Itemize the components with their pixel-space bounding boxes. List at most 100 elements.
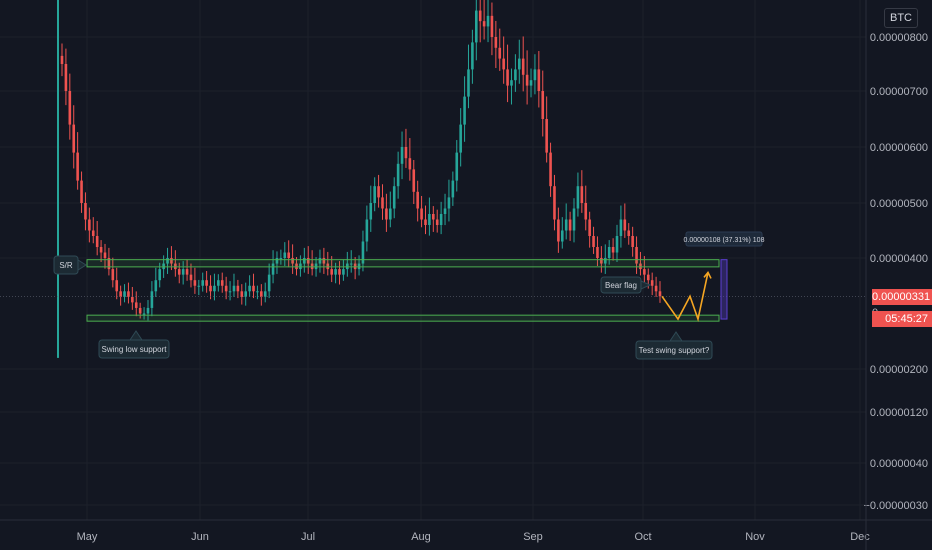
candle	[611, 247, 615, 253]
sr-zone	[86, 259, 720, 268]
candle	[326, 263, 330, 270]
candle	[646, 274, 650, 281]
candle	[267, 274, 271, 292]
candle	[424, 219, 427, 225]
candle	[275, 258, 279, 264]
candle	[541, 91, 545, 119]
candle	[256, 291, 259, 293]
candle	[478, 10, 482, 22]
candle	[111, 269, 115, 281]
candle	[334, 269, 337, 275]
candle	[439, 214, 443, 225]
candle	[248, 285, 251, 292]
candle	[428, 214, 431, 225]
candle	[584, 203, 588, 220]
candle	[224, 285, 228, 292]
candle	[451, 180, 455, 198]
x-tick-label: Aug	[411, 531, 431, 543]
candle	[127, 291, 130, 297]
candle	[545, 119, 548, 153]
candle	[498, 47, 502, 59]
candle	[228, 291, 232, 293]
candle	[349, 263, 353, 265]
candle	[76, 152, 79, 181]
candle	[447, 197, 451, 209]
candle	[299, 263, 302, 270]
projected-path	[661, 272, 709, 322]
candle	[412, 169, 416, 192]
candle	[572, 208, 576, 231]
candle	[244, 291, 247, 297]
candle	[197, 285, 201, 287]
y-tick-label: 0.00000200	[870, 364, 928, 376]
candle	[80, 180, 83, 203]
candle	[338, 269, 341, 275]
candle	[295, 263, 298, 270]
candle	[60, 55, 64, 64]
sr-callout: S/R	[53, 255, 87, 275]
y-tick-label: 0.00000700	[870, 86, 928, 98]
candle	[623, 219, 627, 231]
candle	[115, 280, 119, 292]
candle	[213, 285, 216, 292]
candle	[279, 258, 283, 259]
candle	[158, 269, 162, 281]
candle	[404, 147, 408, 159]
candle	[361, 241, 365, 264]
candle	[592, 236, 595, 247]
candle	[408, 158, 412, 170]
candle	[209, 285, 212, 292]
candle	[560, 230, 564, 242]
candle	[205, 280, 208, 286]
candle	[381, 197, 384, 209]
candle	[392, 186, 396, 209]
candle	[482, 21, 486, 27]
candle	[533, 69, 537, 81]
candle	[627, 230, 631, 236]
x-tick-label: May	[77, 531, 98, 543]
swing-low-callout: Swing low support	[98, 330, 170, 359]
candle	[385, 208, 388, 220]
candle	[189, 274, 193, 281]
candle	[631, 236, 634, 247]
candle	[619, 219, 623, 236]
candle	[600, 258, 603, 264]
candle	[330, 269, 333, 275]
x-tick-label: Dec	[850, 531, 870, 543]
currency-label[interactable]: BTC	[884, 8, 918, 28]
candle	[99, 247, 103, 253]
candle	[64, 64, 68, 91]
candle	[654, 285, 658, 292]
candle	[568, 219, 572, 231]
candle	[57, 0, 59, 358]
candle	[553, 186, 556, 220]
candle	[475, 10, 478, 43]
candle	[91, 230, 95, 236]
candle	[185, 269, 189, 275]
candle	[564, 219, 568, 231]
candle	[310, 263, 314, 270]
candle	[232, 285, 236, 292]
candle	[162, 263, 165, 270]
candle	[107, 258, 111, 270]
candle	[342, 269, 345, 275]
candle	[217, 280, 220, 286]
candle	[603, 258, 607, 264]
candle	[490, 15, 494, 37]
candle	[166, 258, 169, 264]
candle	[193, 280, 197, 286]
candle	[170, 258, 173, 264]
sr-callout-text: S/R	[59, 261, 73, 270]
candle	[154, 280, 158, 292]
last-price-tag: 0.00000331	[872, 289, 932, 305]
swing-low-callout-text: Swing low support	[102, 345, 168, 354]
candle	[615, 236, 619, 253]
candle	[435, 219, 439, 225]
candle	[220, 280, 224, 286]
candle	[369, 203, 373, 220]
candle	[377, 186, 380, 198]
candle	[396, 163, 400, 187]
candle	[322, 258, 326, 264]
x-tick-label: Sep	[523, 531, 543, 543]
